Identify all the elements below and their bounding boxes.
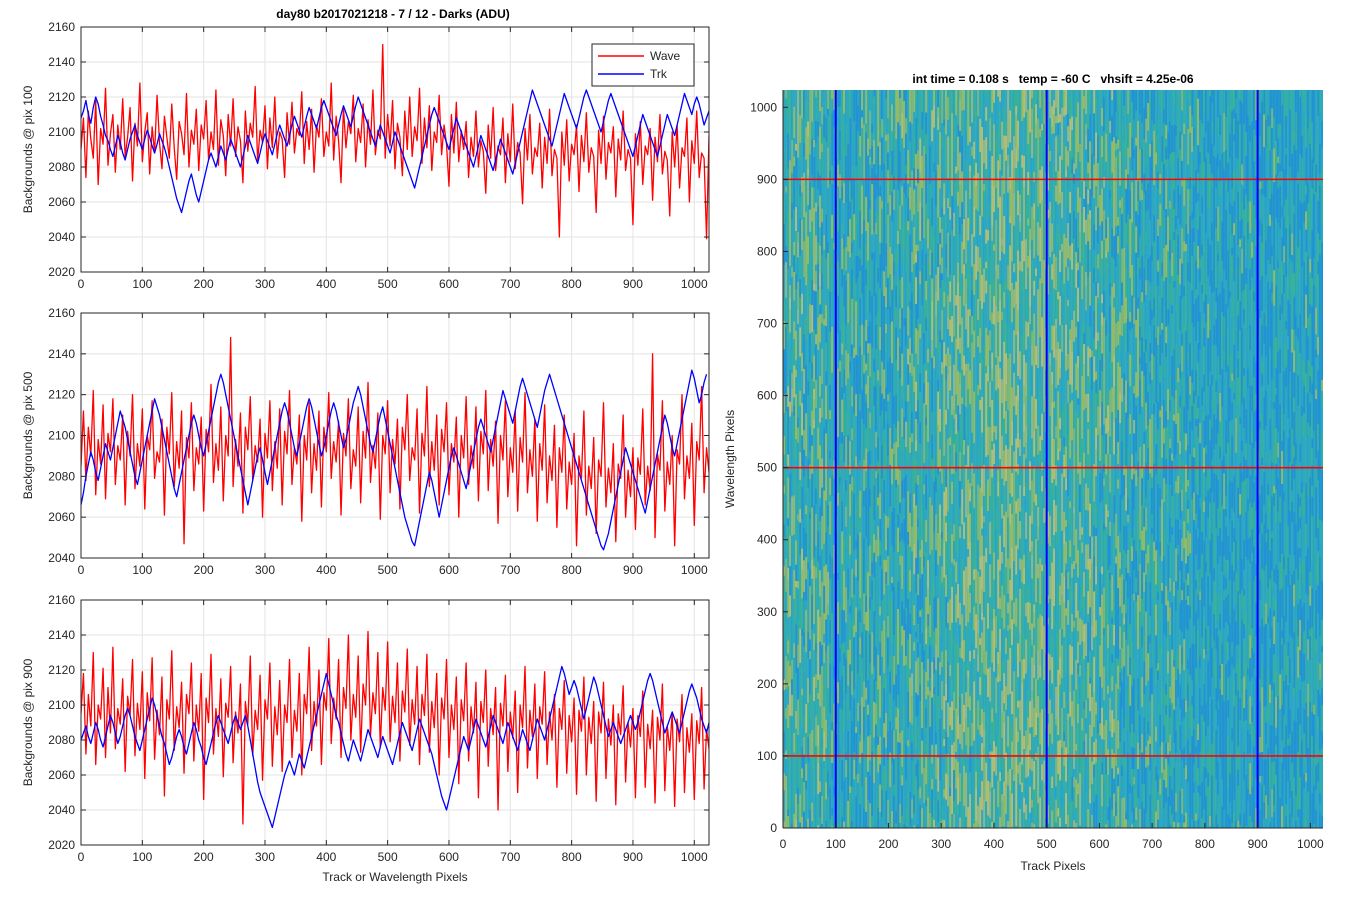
y-tick-label: 2080 (48, 469, 75, 483)
x-tick-label: 500 (378, 850, 398, 864)
heatmap-cell (951, 827, 954, 828)
series-line-trk (81, 89, 709, 214)
series-group (81, 630, 709, 829)
y-tick-label: 2120 (48, 90, 75, 104)
legend: Wave Trk (591, 43, 695, 87)
x-tick-label: 500 (378, 563, 398, 577)
heatmap-cell (909, 826, 912, 828)
legend-label-trk: Trk (650, 67, 668, 81)
x-tick-label: 800 (562, 850, 582, 864)
x-axis-label: Track or Wavelength Pixels (322, 870, 467, 884)
y-tick-label: 2120 (48, 388, 75, 402)
x-tick-label: 0 (78, 850, 85, 864)
line-panel-pix-100: 0 100 200 300 400 500 600 700 800 900 1000 2020 2040… (21, 20, 710, 291)
heatmap-cell (1009, 827, 1012, 828)
legend-label-wave: Wave (650, 49, 681, 63)
heatmap-cell (971, 826, 974, 828)
y-tick-label: 2100 (48, 698, 75, 712)
y-axis-label: Backgrounds @ pix 100 (21, 85, 35, 213)
line-panel-pix-500: 0 100 200 300 400 500 600 700 800 900 1000 2040 2060… (21, 306, 710, 577)
x-tick-label: 900 (623, 850, 643, 864)
x-tick-label: 300 (255, 277, 275, 291)
y-tick-label: 2080 (48, 733, 75, 747)
y-tick-label: 2140 (48, 55, 75, 69)
y-tick-label: 2140 (48, 628, 75, 642)
x-tick-label: 800 (562, 277, 582, 291)
x-tick-label: 700 (500, 277, 520, 291)
x-tick-label: 100 (132, 563, 152, 577)
axes-box (80, 599, 710, 846)
y-tick-label: 2040 (48, 230, 75, 244)
x-tick-label: 1000 (681, 277, 708, 291)
axes-box (80, 26, 710, 273)
x-tick-label: 200 (194, 277, 214, 291)
series-group (81, 336, 709, 551)
series-line-trk (81, 665, 709, 829)
y-tick-label: 2120 (48, 663, 75, 677)
x-tick-label: 300 (255, 563, 275, 577)
heatmap-cell (789, 825, 792, 828)
y-tick-label: 2140 (48, 347, 75, 361)
left-title: day80 b2017021218 - 7 / 12 - Darks (ADU) (276, 7, 509, 21)
y-tick-label: 2060 (48, 768, 75, 782)
heatmap-cell (905, 826, 908, 828)
y-tick-label: 2020 (48, 838, 75, 852)
legend-box (591, 43, 695, 87)
x-tick-label: 400 (316, 850, 336, 864)
series-group (81, 43, 709, 240)
x-tick-label: 400 (316, 277, 336, 291)
y-tick-label: 2020 (48, 265, 75, 279)
series-line-trk (81, 369, 708, 551)
x-tick-label: 300 (255, 850, 275, 864)
x-tick-label: 0 (78, 563, 85, 577)
x-tick-label: 900 (623, 563, 643, 577)
heatmap-panel: 0 100 200 300 400 500 600 700 800 900 100001002003… (723, 90, 1324, 873)
y-tick-label: 2040 (48, 803, 75, 817)
y-tick-label: 2040 (48, 551, 75, 565)
x-tick-label: 900 (623, 277, 643, 291)
x-tick-label: 600 (439, 563, 459, 577)
y-tick-label: 2080 (48, 160, 75, 174)
x-tick-label: 600 (439, 850, 459, 864)
y-tick-label: 2100 (48, 125, 75, 139)
y-tick-label: 2060 (48, 510, 75, 524)
heatmap-cell (861, 827, 864, 828)
x-tick-label: 700 (500, 850, 520, 864)
x-tick-label: 800 (562, 563, 582, 577)
y-tick-label: 2160 (48, 306, 75, 320)
heatmap-cell (793, 823, 796, 828)
x-tick-label: 400 (316, 563, 336, 577)
x-tick-label: 1000 (681, 850, 708, 864)
y-tick-label: 2160 (48, 20, 75, 34)
y-tick-label: 2160 (48, 593, 75, 607)
y-axis-label: Backgrounds @ pix 900 (21, 658, 35, 786)
x-tick-label: 1000 (681, 563, 708, 577)
heatmap-cells (783, 90, 1323, 828)
heatmap-cell (867, 826, 870, 828)
right-title: int time = 0.108 s temp = -60 C vhsift =… (912, 72, 1193, 86)
x-tick-label: 200 (194, 563, 214, 577)
x-tick-label: 700 (500, 563, 520, 577)
series-line-wave (81, 630, 709, 825)
heatmap-cell (821, 824, 824, 828)
heatmap-cell (817, 825, 820, 828)
x-tick-label: 100 (132, 277, 152, 291)
y-tick-label: 2100 (48, 429, 75, 443)
y-axis-label: Backgrounds @ pix 500 (21, 371, 35, 499)
x-tick-label: 0 (78, 277, 85, 291)
line-panel-pix-900: 0 100 200 300 400 500 600 700 800 900 1000 2020 2040… (21, 593, 710, 884)
x-tick-label: 500 (378, 277, 398, 291)
y-tick-label: 2060 (48, 195, 75, 209)
series-line-wave (81, 336, 709, 547)
x-tick-label: 600 (439, 277, 459, 291)
x-tick-label: 100 (132, 850, 152, 864)
x-tick-label: 200 (194, 850, 214, 864)
series-line-wave (81, 43, 709, 240)
